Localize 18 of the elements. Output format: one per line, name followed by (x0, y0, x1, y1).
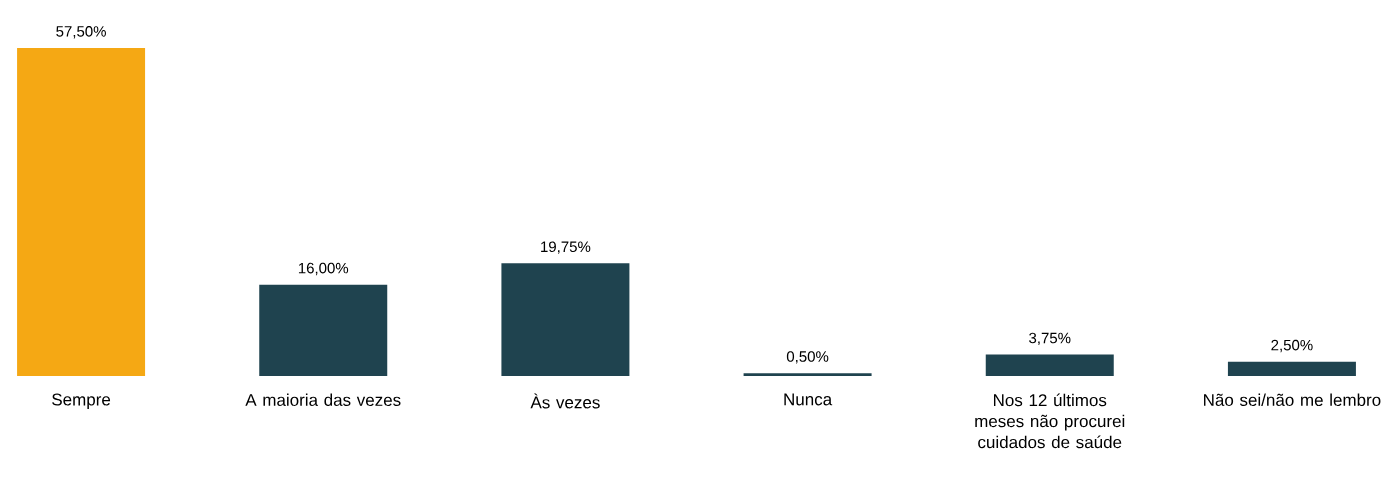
bar (985, 354, 1114, 376)
x-tick-label: Não sei/não me lembro (1204, 393, 1381, 407)
bar (17, 47, 146, 376)
data-label: 0,50% (786, 351, 829, 364)
x-tick-label: A maioria das vezes (245, 393, 401, 407)
bar (743, 373, 872, 376)
x-tick-label: Às vezes (530, 393, 600, 409)
data-label: 3,75% (1029, 332, 1071, 346)
bar (1227, 361, 1356, 376)
data-label: 57,50% (56, 26, 106, 39)
data-label: 19,75% (541, 241, 591, 254)
bar (501, 263, 630, 376)
x-tick-label: Nunca (784, 393, 833, 406)
data-label: 2,50% (1271, 339, 1313, 353)
data-label: 16,00% (298, 262, 349, 276)
x-tick-label: Sempre (52, 393, 111, 409)
x-tick-label: Nos 12 últimos meses não procurei cuidados de saúde (975, 393, 1125, 449)
bar (259, 284, 388, 376)
